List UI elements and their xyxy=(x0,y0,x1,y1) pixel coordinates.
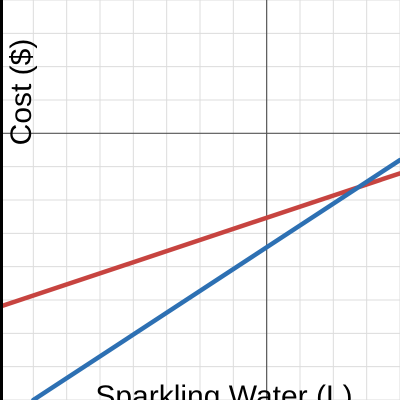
series-lines xyxy=(0,157,400,400)
series-line-2 xyxy=(31,157,400,400)
series-line-1 xyxy=(0,171,400,309)
x-axis-label: Sparkling Water (L) xyxy=(95,380,352,400)
y-axis-label: Cost ($) xyxy=(5,39,38,146)
